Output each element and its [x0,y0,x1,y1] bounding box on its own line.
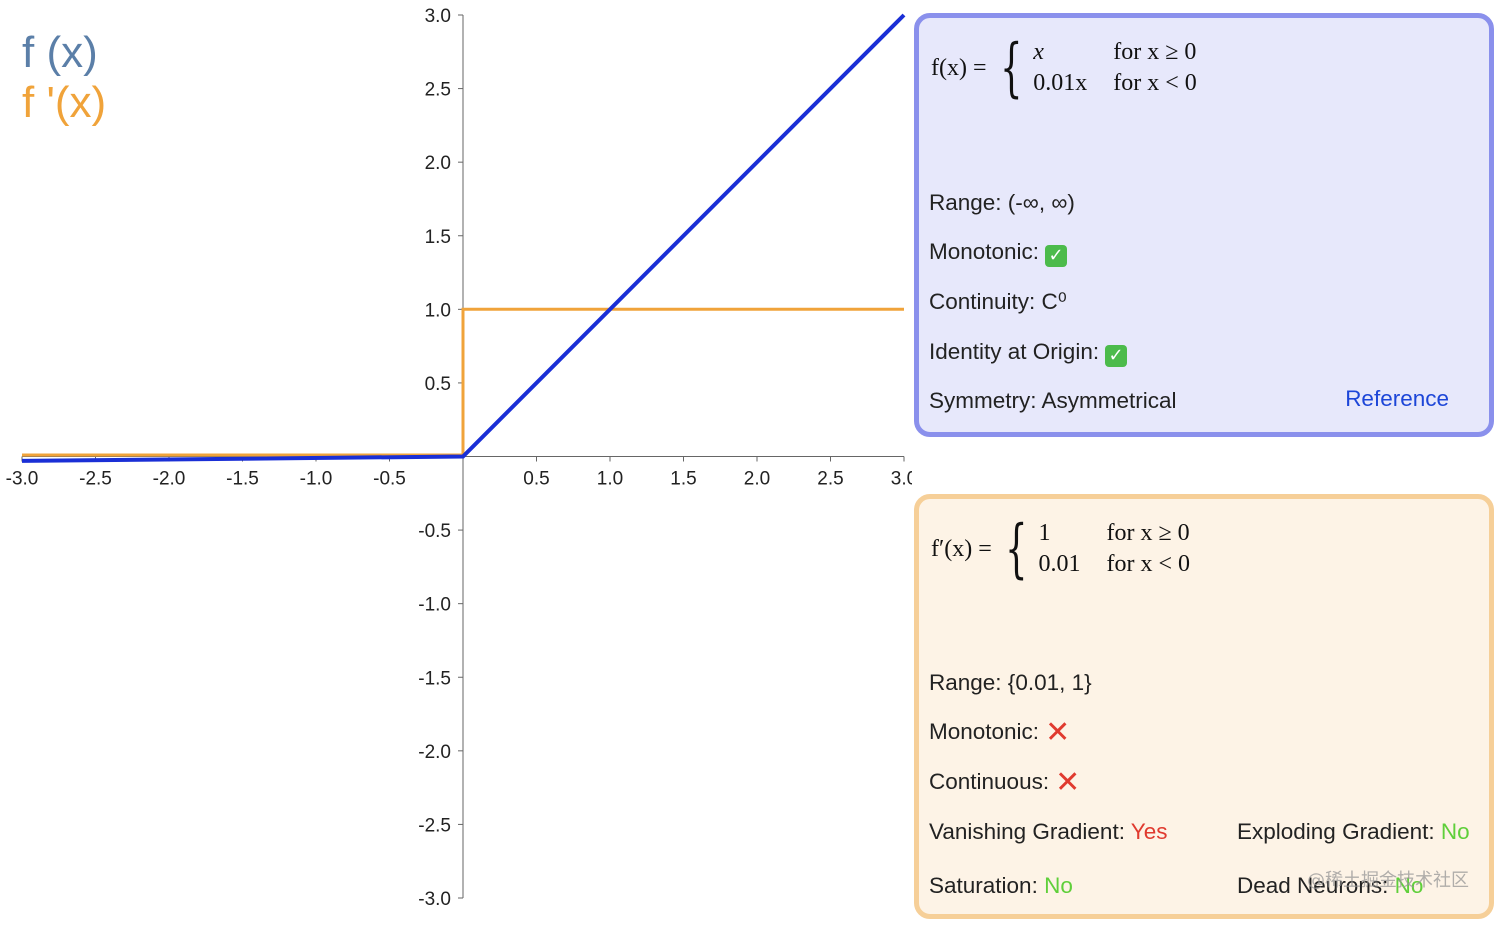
case-cond: for x ≥ 0 [1113,39,1197,65]
case-cond: for x < 0 [1113,70,1197,96]
deriv-monotonic-label: Monotonic: [929,719,1040,744]
y-tick-label: 2.0 [425,153,451,174]
dead-neurons-value: No [1394,873,1424,898]
y-tick-label: 2.5 [425,80,451,101]
function-formula: f(x) = { x for x ≥ 0 0.01x for x < 0 [931,31,1197,105]
legend: f (x) f '(x) [22,28,106,128]
derivative-panel: f′(x) = { 1 for x ≥ 0 0.01 for x < 0 Ran… [914,494,1494,919]
x-tick-label: 3.0 [891,469,912,490]
activation-plot: -3.0 -2.5 -2.0 -1.5 -1.0 -0.5 0.5 1.0 1.5 2.0 2.5 3… [6,6,912,910]
exploding-gradient-row: Exploding Gradient: No [1237,819,1470,845]
dead-neurons-label: Dead Neurons: [1237,873,1395,898]
vanishing-gradient-value: Yes [1130,819,1168,844]
case-expr: 0.01 [1038,551,1081,577]
function-cases: x for x ≥ 0 0.01x for x < 0 [1033,39,1197,97]
y-tick-label: 0.5 [425,374,451,395]
y-tick-label: 1.5 [425,227,451,248]
deriv-monotonic-row: Monotonic: ✕ [929,718,1070,748]
y-tick-label: -1.0 [418,595,451,616]
derivative-lhs: f′(x) = [931,535,992,562]
x-tick-label: 2.0 [744,469,770,490]
y-tick-label: -1.5 [418,668,451,689]
case-expr: 1 [1038,520,1051,546]
saturation-row: Saturation: No [929,873,1073,899]
continuity-label: Continuity: C⁰ [929,289,1067,314]
exploding-gradient-value: No [1440,819,1470,844]
x-tick-label: 1.0 [597,469,623,490]
case-cond: for x ≥ 0 [1106,520,1190,546]
brace-icon: { [1004,512,1028,586]
series-f-line [21,13,906,463]
x-tick-label: -0.5 [373,469,406,490]
reference-link[interactable]: Reference [1345,386,1449,411]
y-tick-label: -2.0 [418,742,451,763]
derivative-formula: f′(x) = { 1 for x ≥ 0 0.01 for x < 0 [931,512,1190,586]
vanishing-gradient-row: Vanishing Gradient: Yes [929,819,1168,845]
continuous-row: Continuous: ✕ [929,768,1080,798]
dead-neurons-row: Dead Neurons: No [1237,873,1423,899]
cross-icon: ✕ [1045,715,1071,750]
range-label: Range: (-∞, ∞) [929,190,1075,215]
x-tick-label: -2.0 [153,469,186,490]
exploding-gradient-label: Exploding Gradient: [1237,819,1441,844]
y-tick-label: -3.0 [418,889,451,910]
derivative-cases: 1 for x ≥ 0 0.01 for x < 0 [1038,520,1190,578]
check-icon: ✓ [1045,245,1068,267]
saturation-label: Saturation: [929,873,1045,898]
y-tick-label: 1.0 [425,300,451,321]
y-tick-label: -2.5 [418,815,451,836]
function-panel: f(x) = { x for x ≥ 0 0.01x for x < 0 Ran… [914,13,1494,437]
x-tick-label: 0.5 [523,469,549,490]
case-cond: for x < 0 [1106,551,1191,577]
x-tick-label: 1.5 [670,469,696,490]
y-tick-label: 3.0 [425,6,451,27]
deriv-range-label: Range: {0.01, 1} [929,670,1092,695]
saturation-value: No [1044,873,1073,898]
case-expr: 0.01x [1033,70,1088,96]
case-expr: x [1033,39,1044,65]
monotonic-label: Monotonic: [929,239,1040,264]
function-lhs: f(x) = [931,54,987,81]
x-tick-label: -3.0 [6,469,39,490]
check-icon: ✓ [1105,345,1128,367]
symmetry-label: Symmetry: Asymmetrical [929,388,1177,413]
series-fprime-line [22,307,904,457]
watermark: @稀土掘金技术社区 [1307,870,1469,891]
monotonic-row: Monotonic: ✓ [929,239,1068,267]
x-tick-label: -1.5 [226,469,259,490]
vanishing-gradient-label: Vanishing Gradient: [929,819,1131,844]
brace-icon: { [999,31,1023,105]
legend-entry-f: f (x) [22,28,98,77]
x-tick-label: -2.5 [79,469,112,490]
cross-icon: ✕ [1055,765,1081,800]
y-tick-label: -0.5 [418,521,451,542]
x-tick-label: 2.5 [817,469,843,490]
identity-row: Identity at Origin: ✓ [929,339,1128,367]
identity-label: Identity at Origin: [929,339,1100,364]
continuous-label: Continuous: [929,769,1050,794]
legend-entry-fprime: f '(x) [22,78,107,127]
x-tick-label: -1.0 [300,469,333,490]
